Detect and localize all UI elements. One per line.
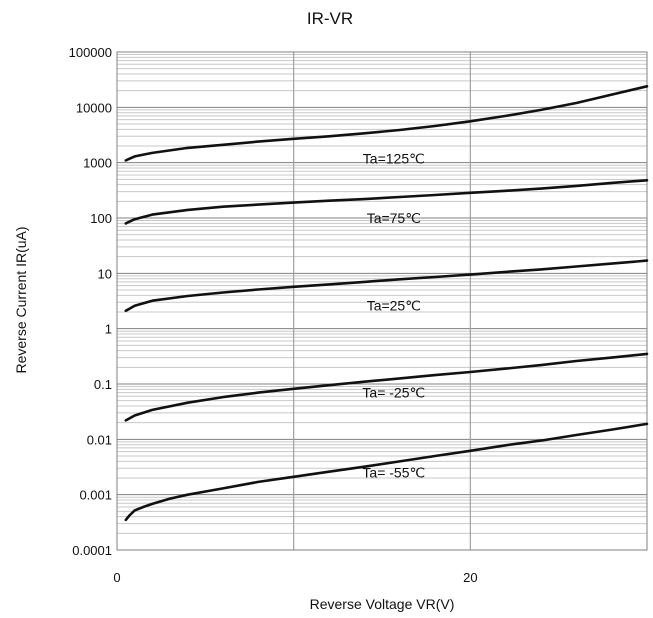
x-tick-label: 0 <box>113 570 120 585</box>
series-line-3 <box>124 259 649 313</box>
y-tick-label: 0.01 <box>87 432 112 447</box>
annotations: Ta=125℃ Ta=75℃ Ta=25℃ Ta= -25℃ Ta= -55℃ <box>362 150 425 480</box>
x-axis-title: Reverse Voltage VR(V) <box>310 596 455 612</box>
plot-area-frame <box>116 51 648 551</box>
x-tick-label: 20 <box>463 570 477 585</box>
series-line-1 <box>124 85 649 162</box>
y-tick-label: 100 <box>90 211 112 226</box>
series-group <box>124 85 649 522</box>
y-tick-label: 1 <box>105 322 112 337</box>
curve-annotation: Ta=75℃ <box>367 210 421 226</box>
chart-title: IR-VR <box>307 9 353 28</box>
y-tick-label: 100000 <box>69 45 112 60</box>
y-tick-label: 0.0001 <box>72 543 112 558</box>
y-tick-label: 0.001 <box>79 488 112 503</box>
y-tick-label: 0.1 <box>94 377 112 392</box>
x-tick-labels: 0 20 <box>113 570 477 585</box>
y-axis-title: Reverse Current IR(uA) <box>13 226 29 373</box>
series-line-2 <box>124 179 649 225</box>
curve-annotation: Ta= -25℃ <box>362 385 425 401</box>
curve-annotation: Ta= -55℃ <box>362 465 425 481</box>
series-line-4 <box>124 352 649 422</box>
grid <box>117 51 647 551</box>
y-tick-label: 10000 <box>76 100 112 115</box>
series-line-5 <box>124 422 649 522</box>
y-tick-label: 10 <box>98 266 112 281</box>
y-tick-label: 1000 <box>83 156 112 171</box>
y-tick-labels: 0.0001 0.001 0.01 0.1 1 10 100 1000 10000 100000 <box>69 45 112 558</box>
curve-annotation: Ta=125℃ <box>363 150 425 166</box>
curve-annotation: Ta=25℃ <box>367 298 421 314</box>
